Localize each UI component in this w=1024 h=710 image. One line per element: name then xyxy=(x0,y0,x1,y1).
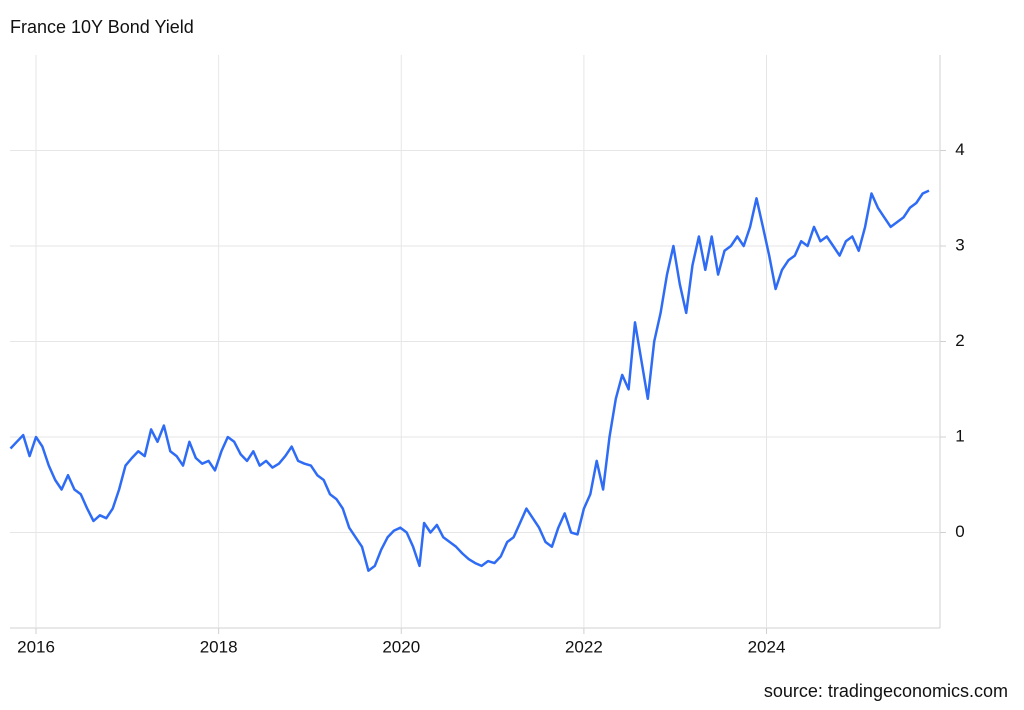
x-tick-label: 2016 xyxy=(17,637,55,656)
y-tick-label: 0 xyxy=(955,522,964,541)
chart-title: France 10Y Bond Yield xyxy=(10,17,194,37)
source-note: source: tradingeconomics.com xyxy=(764,681,1008,701)
y-tick-label: 2 xyxy=(955,331,964,350)
y-tick-label: 3 xyxy=(955,235,964,254)
x-tick-label: 2020 xyxy=(382,637,420,656)
y-tick-label: 1 xyxy=(955,426,964,445)
x-tick-label: 2018 xyxy=(200,637,238,656)
y-tick-label: 4 xyxy=(955,140,964,159)
x-tick-label: 2022 xyxy=(565,637,603,656)
data-line xyxy=(9,189,930,572)
x-tick-label: 2024 xyxy=(748,637,786,656)
